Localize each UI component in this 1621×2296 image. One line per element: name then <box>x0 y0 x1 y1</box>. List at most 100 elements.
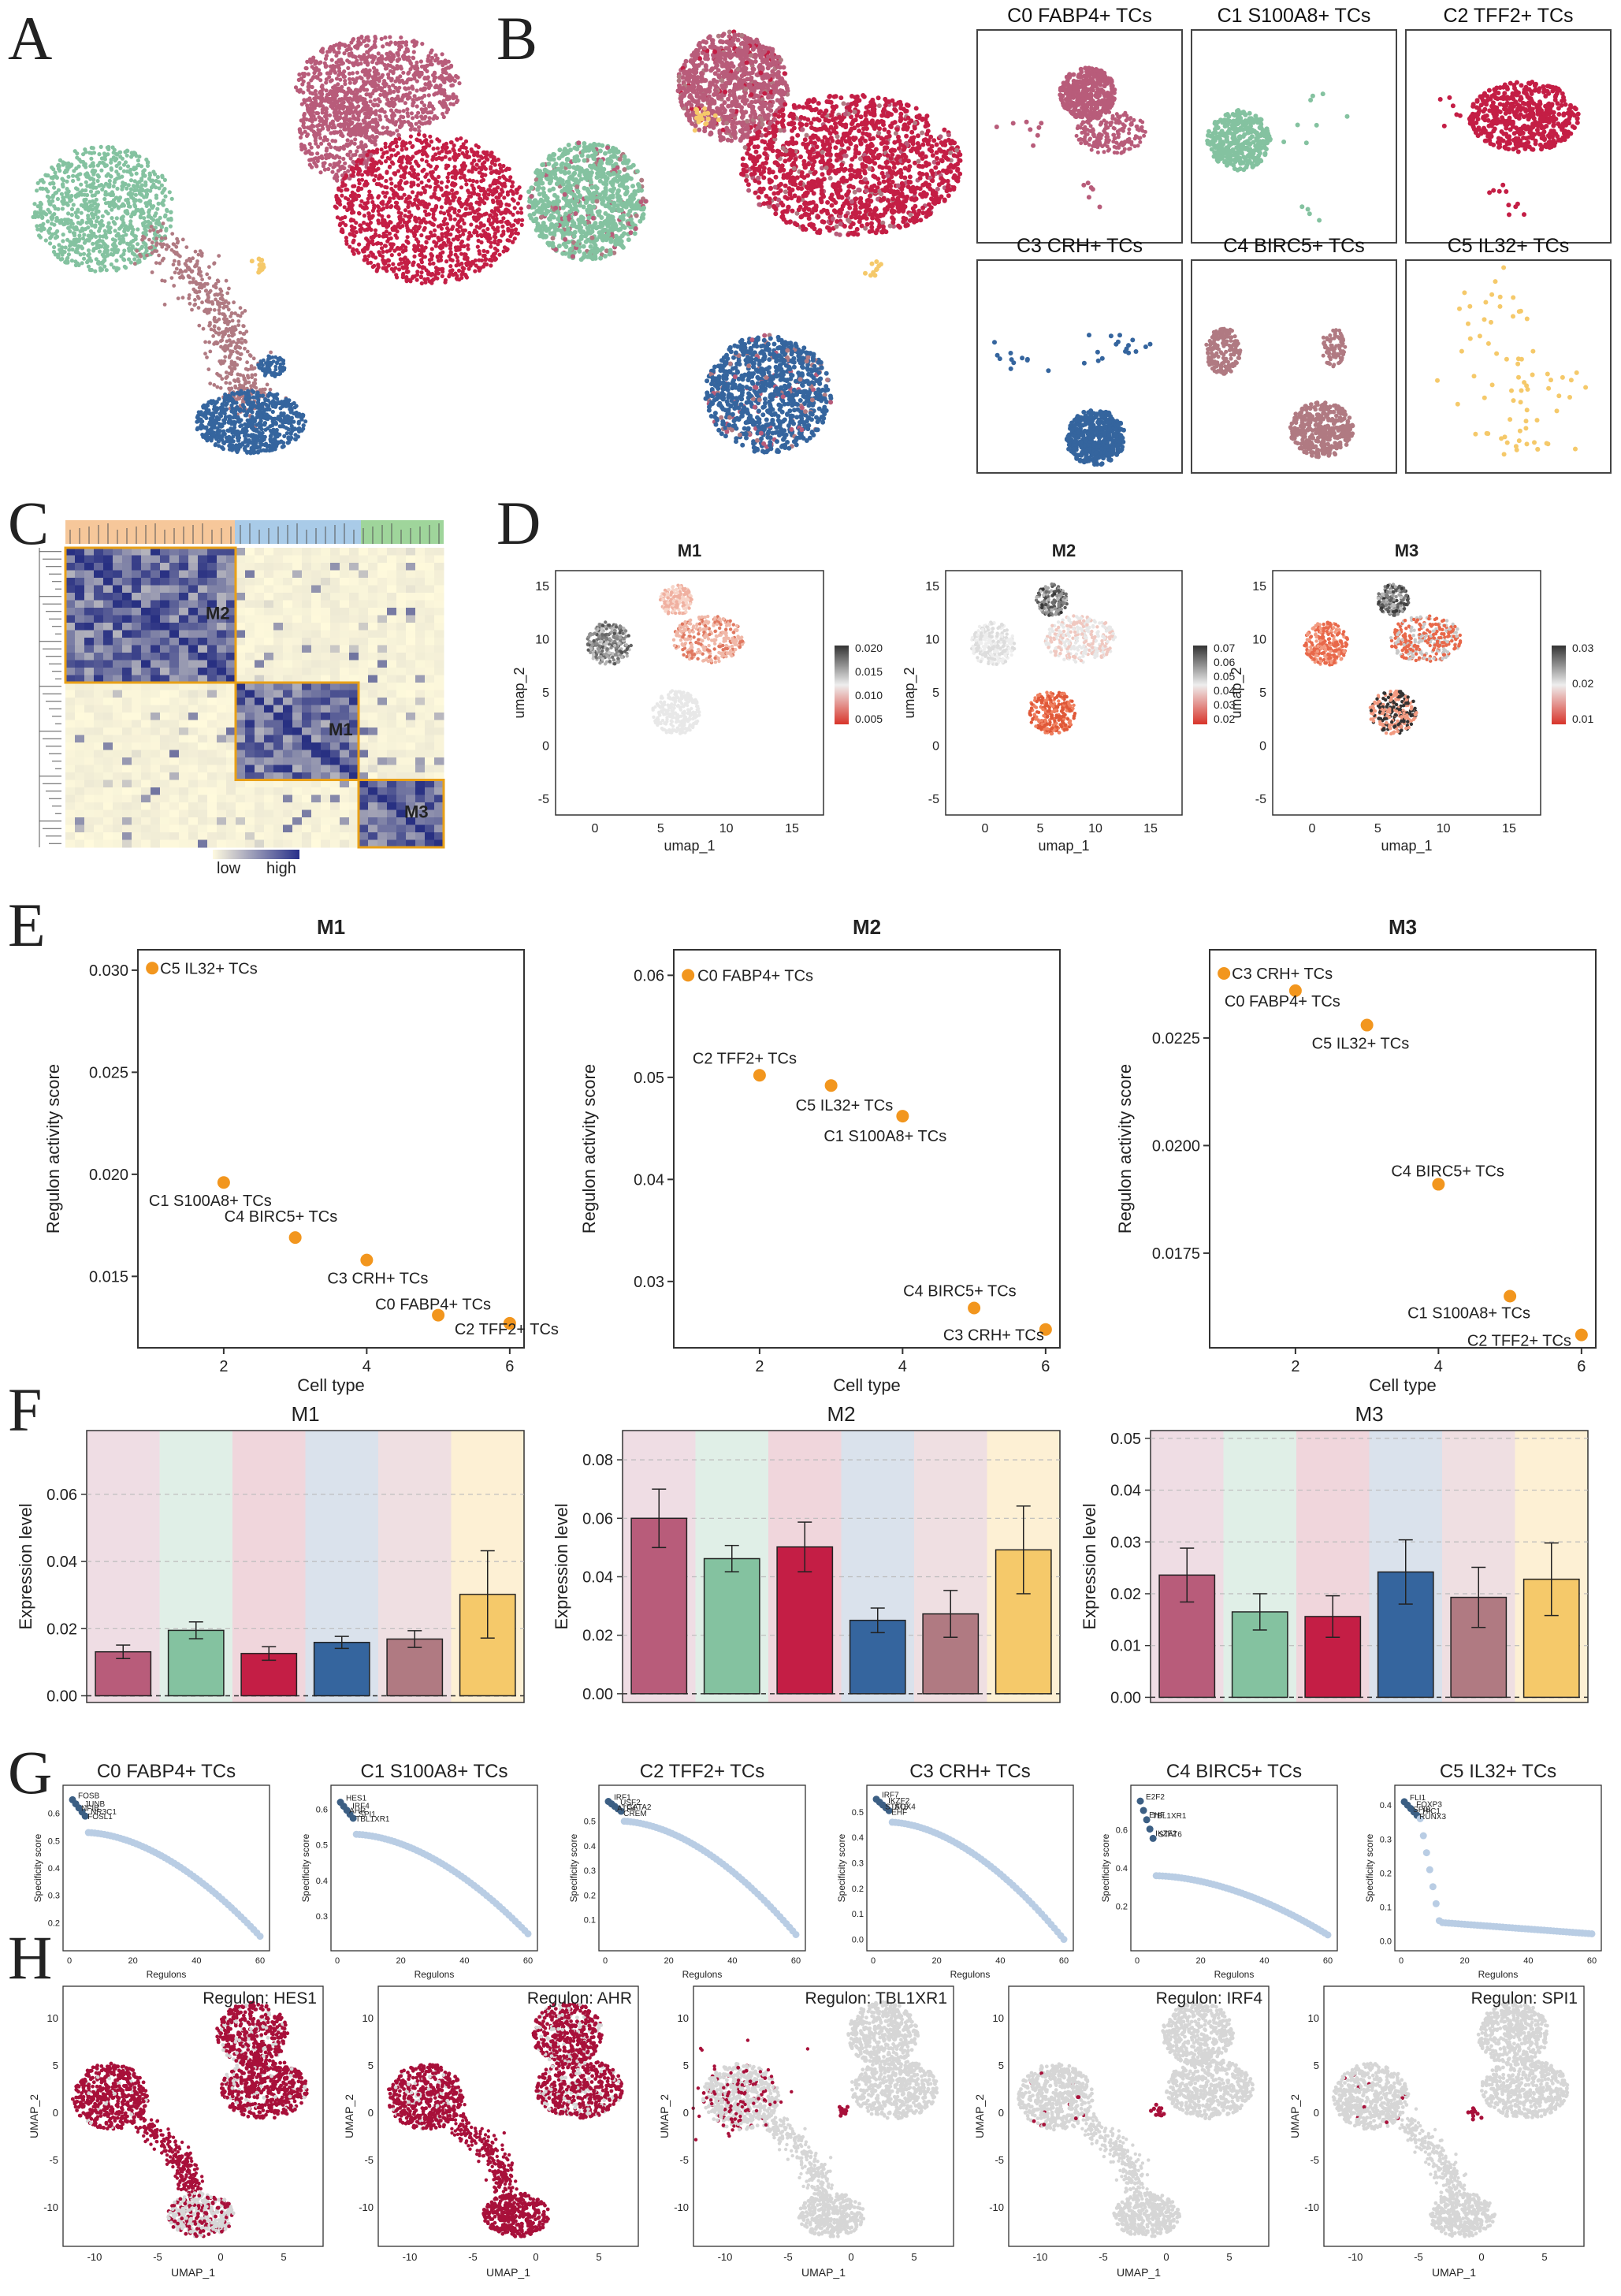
cell-dot <box>287 398 292 403</box>
cell-dot <box>96 174 101 179</box>
cell-cloud <box>256 354 287 378</box>
cell-dot <box>391 242 396 247</box>
cell-dot <box>351 247 355 251</box>
cell-dot <box>154 249 159 253</box>
cell-dot <box>340 193 344 198</box>
cell-dot <box>38 223 43 228</box>
cell-dot <box>249 364 254 368</box>
cell-dot <box>395 87 400 92</box>
cell-dot <box>427 101 433 106</box>
cell-dot <box>56 188 61 192</box>
cell-dot <box>154 193 158 198</box>
cell-dot <box>318 136 323 140</box>
cell-dot <box>322 138 326 143</box>
cell-dot <box>385 66 389 71</box>
cell-dot <box>343 81 348 87</box>
cell-dot <box>361 96 366 101</box>
cell-dot <box>143 180 148 184</box>
cell-dot <box>437 60 441 65</box>
cell-dot <box>244 378 247 383</box>
cell-dot <box>104 268 109 273</box>
cell-dot <box>478 251 482 256</box>
cell-dot <box>442 101 448 106</box>
cell-dot <box>325 146 329 151</box>
cell-dot <box>32 202 37 207</box>
cell-dot <box>466 243 470 247</box>
cell-dot <box>463 178 469 183</box>
cell-dot <box>397 80 402 84</box>
cell-dot <box>449 63 454 68</box>
cell-dot <box>281 401 285 406</box>
cell-dot <box>251 356 256 361</box>
cell-dot <box>310 91 315 96</box>
cell-dot <box>97 249 102 254</box>
cell-dot <box>365 92 370 97</box>
cell-dot <box>162 188 166 193</box>
cell-dot <box>370 126 375 131</box>
cell-dot <box>340 180 345 185</box>
cell-dot <box>491 181 496 186</box>
cell-dot <box>68 240 72 244</box>
cell-dot <box>57 243 61 247</box>
cell-dot <box>416 132 422 137</box>
cell-dot <box>254 441 258 445</box>
cell-dot <box>394 144 400 149</box>
cell-dot <box>244 396 248 401</box>
cell-dot <box>415 177 421 181</box>
cell-dot <box>52 185 57 190</box>
cell-dot <box>373 120 377 125</box>
cell-dot <box>359 54 363 60</box>
cell-dot <box>118 166 123 171</box>
cell-dot <box>415 162 419 166</box>
cell-dot <box>466 188 470 193</box>
cell-dot <box>374 61 379 65</box>
cell-dot <box>351 251 356 256</box>
cell-dot <box>359 76 364 80</box>
cell-dot <box>351 240 355 244</box>
cell-dot <box>376 83 381 87</box>
cell-dot <box>334 113 339 117</box>
cell-dot <box>475 244 480 249</box>
cell-dot <box>249 259 255 264</box>
cell-dot <box>270 422 275 427</box>
cell-dot <box>336 162 340 167</box>
cell-dot <box>431 106 436 111</box>
cell-dot <box>52 245 57 250</box>
cell-dot <box>431 222 436 227</box>
cell-dot <box>214 400 218 405</box>
cell-dot <box>328 79 333 84</box>
cell-dot <box>214 435 219 440</box>
cell-dot <box>140 237 144 242</box>
cell-dot <box>313 89 318 94</box>
cell-dot <box>242 405 247 410</box>
cell-dot <box>458 200 463 205</box>
cell-dot <box>199 412 204 417</box>
cell-dot <box>380 175 385 180</box>
cell-dot <box>110 216 114 221</box>
cell-dot <box>259 366 264 370</box>
cell-dot <box>174 266 179 271</box>
cell-dot <box>321 164 325 169</box>
cell-dot <box>137 198 142 203</box>
cell-dot <box>459 144 464 150</box>
cell-dot <box>399 35 403 40</box>
cell-dot <box>493 206 498 210</box>
cell-dot <box>314 156 318 161</box>
cell-dot <box>108 173 113 178</box>
cell-dot <box>338 122 343 127</box>
cell-dot <box>342 69 347 74</box>
cell-dot <box>197 323 202 328</box>
cell-dot <box>56 252 61 257</box>
cell-dot <box>349 167 354 172</box>
cell-dot <box>458 175 463 180</box>
cell-dot <box>492 155 496 160</box>
cell-dot <box>377 233 381 238</box>
cell-dot <box>429 140 434 144</box>
cell-dot <box>370 252 375 257</box>
cell-dot <box>88 164 93 169</box>
cell-dot <box>207 276 212 280</box>
cell-dot <box>311 124 316 128</box>
cell-dot <box>515 201 521 206</box>
cell-dot <box>324 95 329 100</box>
cell-dot <box>464 182 469 187</box>
